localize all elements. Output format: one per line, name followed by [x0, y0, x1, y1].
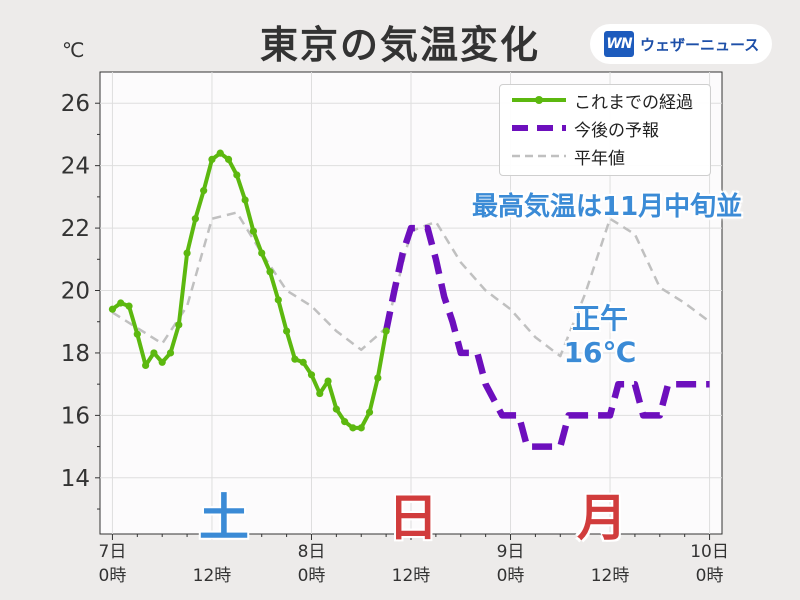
y-tick-label: 24: [61, 154, 90, 180]
observed-point: [158, 358, 166, 366]
x-tick-label-hour: 0時: [497, 566, 525, 586]
day-label-saturday: 土: [199, 489, 249, 547]
observed-point: [108, 305, 117, 313]
observed-point: [274, 296, 282, 304]
x-tick-labels: 7日 0時 12時 8日 0時 12時 9日 0時 12時 10日 0時: [99, 542, 729, 586]
x-tick-label-hour: 12時: [193, 566, 232, 586]
observed-point: [241, 196, 249, 204]
observed-point: [324, 377, 332, 385]
day-label-sunday: 日: [388, 489, 438, 547]
y-tick-label: 14: [61, 466, 90, 492]
legend-item-forecast: 今後の予報: [500, 116, 710, 141]
observed-point: [125, 302, 133, 310]
y-tick-label: 26: [61, 91, 90, 117]
x-tick-label-hour: 0時: [298, 566, 326, 586]
observed-point: [208, 155, 216, 164]
observed-point: [200, 187, 208, 195]
observed-point: [166, 349, 175, 357]
observed-point: [299, 358, 307, 366]
observed-point: [175, 321, 183, 329]
x-tick-label-hour: 12時: [392, 566, 431, 586]
y-axis-unit: ℃: [62, 38, 85, 62]
observed-point: [341, 418, 349, 426]
weathernews-logo: WN ウェザーニュース: [590, 24, 772, 64]
observed-point: [365, 408, 374, 416]
x-tick-label-hour: 0時: [99, 566, 127, 586]
observed-point: [224, 155, 233, 164]
observed-point: [316, 389, 324, 398]
annotation-noon-label: 正午: [571, 302, 628, 335]
legend-label-observed: これまでの経過: [574, 92, 693, 113]
observed-point: [191, 215, 199, 223]
annotation-noon-value: 16℃: [563, 336, 637, 369]
x-tick-label-day: 9日: [497, 542, 525, 562]
legend-item-observed: これまでの経過: [500, 88, 710, 113]
y-tick-label: 20: [61, 279, 90, 305]
observed-point: [349, 424, 357, 432]
observed-point: [332, 405, 340, 413]
y-tick-label: 16: [61, 403, 90, 429]
page-title: 東京の気温変化: [259, 23, 540, 67]
observed-point: [374, 374, 382, 382]
observed-point: [216, 149, 224, 157]
legend-label-normal: 平年値: [574, 148, 625, 169]
annotation-noon-temp: 正午 16℃: [560, 302, 640, 370]
observed-point: [142, 361, 150, 370]
y-tick-labels: 14 16 18 20 22 24 26: [61, 91, 90, 492]
observed-point: [117, 299, 125, 307]
observed-point: [382, 327, 390, 335]
observed-point: [283, 327, 291, 335]
x-tick-label-day: 7日: [99, 542, 127, 562]
observed-point: [258, 249, 266, 257]
observed-point: [249, 227, 258, 235]
y-tick-label: 18: [61, 341, 90, 367]
logo-mark-icon: WN: [604, 31, 634, 57]
observed-point: [266, 268, 274, 276]
observed-point: [183, 249, 191, 257]
legend: これまでの経過 今後の予報 平年値: [499, 84, 711, 176]
x-tick-label-day: 8日: [298, 542, 326, 562]
x-tick-label-day: 10日: [690, 542, 729, 562]
y-tick-label: 22: [61, 216, 90, 242]
x-tick-label-hour: 0時: [696, 566, 724, 586]
series-line-observed: [111, 151, 389, 430]
legend-label-forecast: 今後の予報: [574, 120, 659, 141]
observed-point: [233, 171, 241, 179]
x-tick-label-hour: 12時: [591, 566, 630, 586]
series-layer: [108, 149, 711, 450]
day-label-monday: 月: [577, 489, 627, 547]
observed-point: [307, 371, 316, 379]
observed-point: [133, 330, 141, 338]
series-line-forecast: [382, 224, 710, 450]
observed-point: [150, 349, 158, 357]
annotation-max-temp: 最高気温は11月中旬並: [472, 192, 743, 222]
observed-point: [291, 355, 299, 363]
observed-point: [357, 424, 365, 432]
legend-item-normal: 平年値: [500, 144, 710, 169]
logo-text: ウェザーニュース: [640, 35, 760, 54]
